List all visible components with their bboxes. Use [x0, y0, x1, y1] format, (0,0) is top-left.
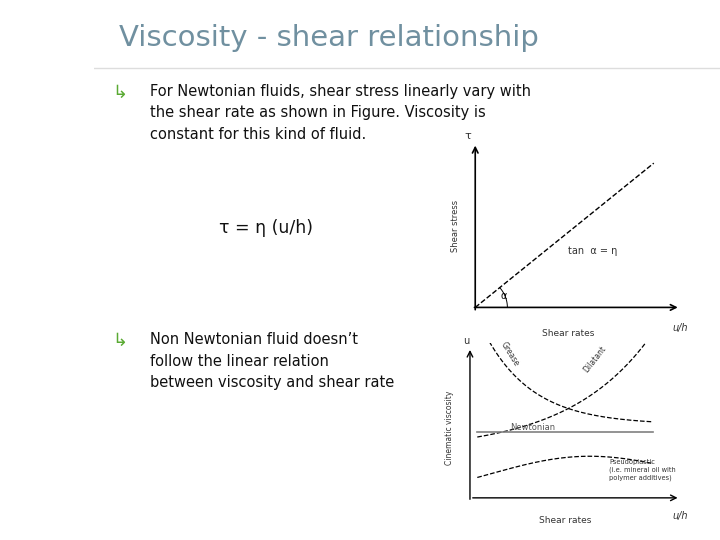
Text: Shear rates: Shear rates	[539, 516, 591, 525]
Circle shape	[0, 0, 96, 378]
Text: τ = η (u/h): τ = η (u/h)	[219, 219, 313, 237]
Text: Viscosity - shear relationship: Viscosity - shear relationship	[119, 24, 539, 52]
Text: α: α	[500, 291, 507, 301]
Circle shape	[40, 0, 119, 443]
Text: Dilatant: Dilatant	[581, 344, 608, 374]
Text: Pseudoplastic
(i.e. mineral oil with
polymer additives): Pseudoplastic (i.e. mineral oil with pol…	[609, 458, 676, 481]
Text: tan  α = η: tan α = η	[568, 246, 618, 256]
Text: Shear rates: Shear rates	[542, 329, 594, 339]
Text: u: u	[463, 336, 469, 346]
Circle shape	[0, 173, 50, 540]
Text: Non Newtonian fluid doesn’t
follow the linear relation
between viscosity and she: Non Newtonian fluid doesn’t follow the l…	[150, 332, 395, 390]
Text: Newtonian: Newtonian	[510, 423, 555, 432]
Text: For Newtonian fluids, shear stress linearly vary with
the shear rate as shown in: For Newtonian fluids, shear stress linea…	[150, 84, 531, 142]
Text: Shear stress: Shear stress	[451, 200, 460, 252]
Text: ↳: ↳	[112, 332, 127, 350]
Text: ↳: ↳	[112, 84, 127, 102]
Text: u/h: u/h	[672, 510, 688, 521]
Text: u/h: u/h	[672, 323, 688, 333]
Text: τ: τ	[464, 131, 472, 141]
Text: Grease: Grease	[499, 341, 521, 368]
Text: Cinematic viscosity: Cinematic viscosity	[446, 390, 454, 464]
